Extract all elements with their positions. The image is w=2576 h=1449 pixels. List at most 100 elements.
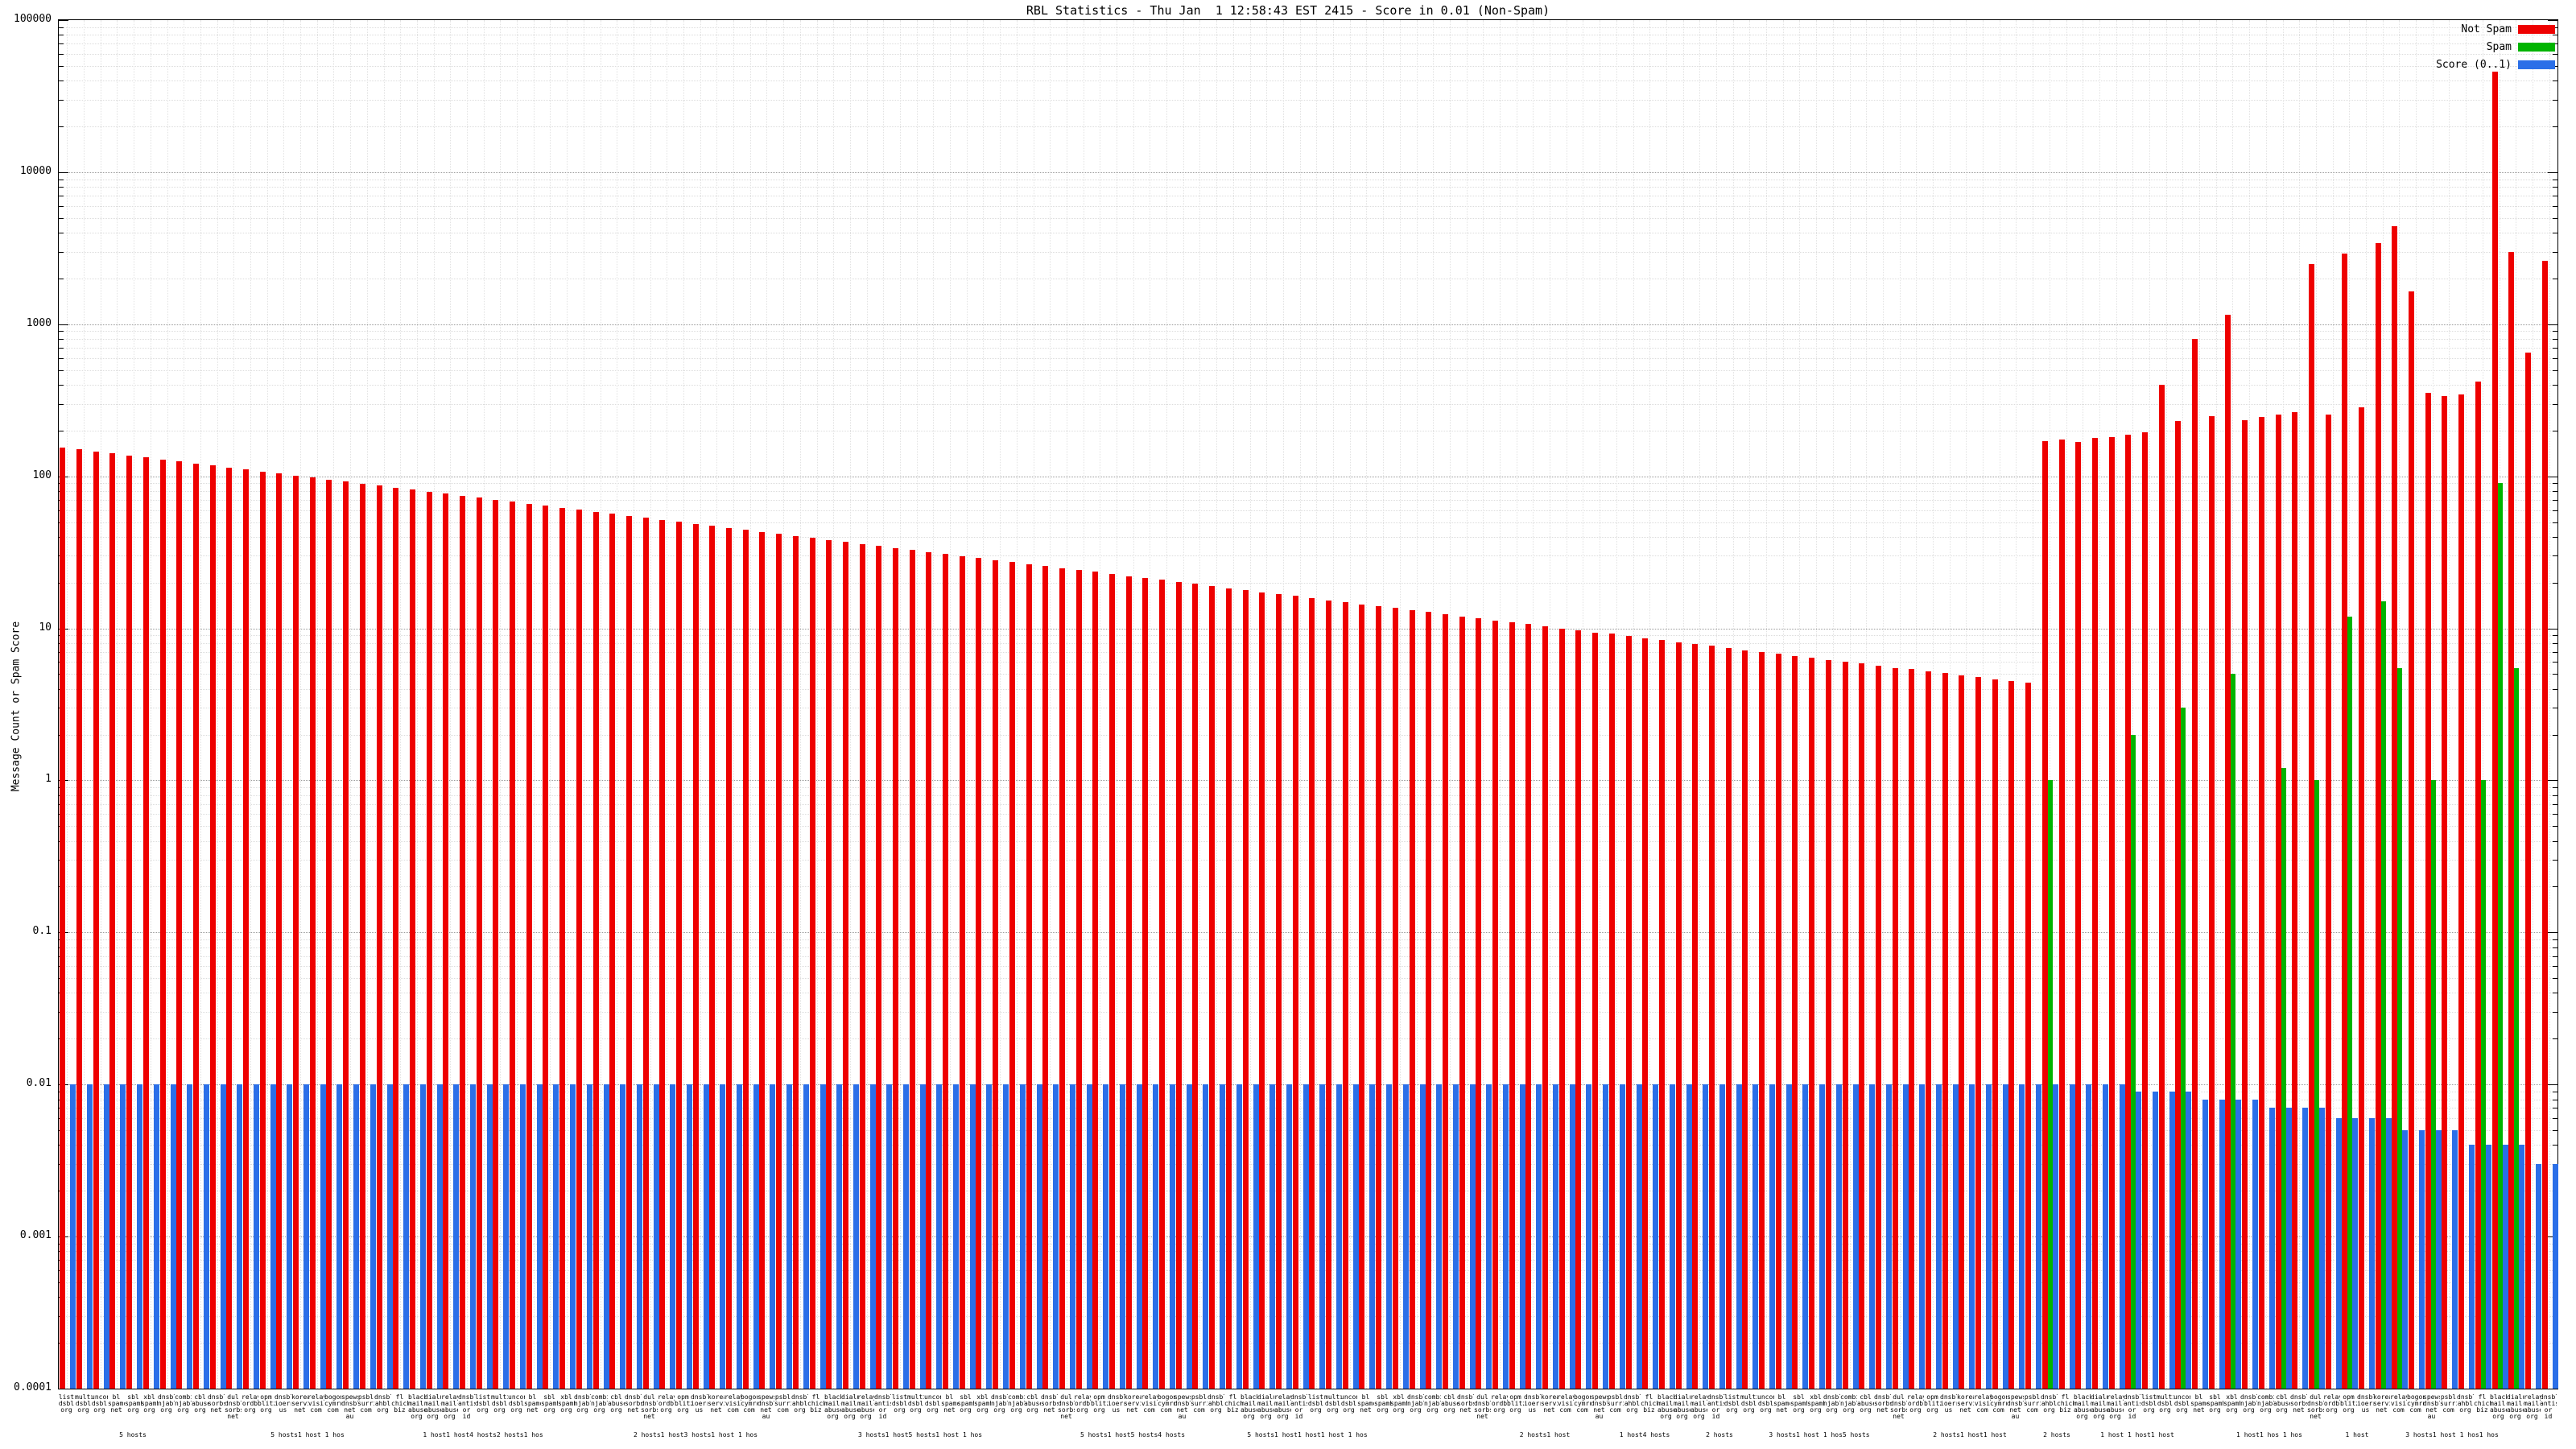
x-label-line: services [2373, 1400, 2390, 1407]
x-label-line: org [1843, 1406, 1855, 1414]
vertical-gridline [550, 20, 551, 1389]
x-label-line: dnsbl [791, 1394, 808, 1401]
x-label-line: mail-abuse [1657, 1400, 1674, 1414]
legend-item: Score (0..1) [2436, 56, 2555, 74]
right-minor-tick [2553, 43, 2557, 44]
bar-score [753, 1084, 759, 1389]
x-label-line: relays [658, 1394, 675, 1401]
x-label-line: org [576, 1406, 588, 1414]
right-minor-tick [2553, 956, 2557, 957]
vertical-gridline [1866, 20, 1867, 1389]
bar-not-spam [1525, 624, 1531, 1389]
x-label-line: org [2492, 1413, 2504, 1420]
x-label-line: dsbl [924, 1400, 941, 1407]
vertical-gridline [1699, 20, 1700, 1389]
bar-score [1819, 1084, 1825, 1389]
x-label-line: org [894, 1406, 906, 1414]
x-category-label: dnsblioerrorus [1940, 1394, 1957, 1428]
x-label-line: org [1343, 1406, 1355, 1414]
x-label-line: blackholes [408, 1394, 425, 1401]
bar-not-spam [1226, 588, 1232, 1389]
bar-not-spam [1492, 621, 1498, 1389]
bar-not-spam [2042, 441, 2048, 1389]
bar-not-spam [676, 522, 682, 1389]
x-category-label: dnsblsorbsnet [625, 1394, 642, 1428]
x-label-line: visi [308, 1400, 324, 1407]
x-label-line: net [210, 1406, 222, 1414]
x-label-line: blackholes [1657, 1394, 1674, 1401]
vertical-gridline [1916, 20, 1917, 1389]
minor-gridline [59, 652, 2557, 653]
x-label-line: relays [2323, 1394, 2340, 1401]
left-major-tick [59, 324, 68, 325]
bar-score [903, 1084, 909, 1389]
bar-score [1070, 1084, 1075, 1389]
x-category-label: cblabuseatorg [1024, 1394, 1041, 1428]
x-label-line: au [345, 1413, 354, 1420]
bar-score [2319, 1108, 2325, 1389]
bar-not-spam [1092, 572, 1098, 1389]
x-category-label: bogonscymrucom [2407, 1394, 2424, 1428]
bar-not-spam [926, 552, 931, 1389]
x-label-line: com [1576, 1406, 1588, 1414]
bar-score [836, 1084, 842, 1389]
x-label-line: spamhaus [141, 1400, 158, 1407]
x-label-line: multihop [1740, 1394, 1757, 1401]
x-label-line: dnsbl [2357, 1394, 2374, 1401]
x-category-label: opmblitzedorg [1091, 1394, 1108, 1428]
left-minor-tick [59, 54, 64, 55]
x-label-line: spews [2423, 1394, 2440, 1401]
x-category-label: relaysmail-abuseorg [857, 1394, 874, 1428]
right-minor-tick [2553, 218, 2557, 219]
vertical-gridline [400, 20, 401, 1389]
x-category-label: relaysmail-abuseorg [2524, 1394, 2541, 1428]
x-label-line: org [593, 1406, 605, 1414]
x-label-line: spamcop [2190, 1400, 2207, 1407]
bar-score [420, 1084, 426, 1389]
right-minor-tick [2553, 252, 2557, 253]
left-minor-tick [59, 370, 64, 371]
x-label-line: sorbs [225, 1406, 242, 1414]
x-category-label: list dsbl org [474, 1394, 491, 1428]
x-label-line: spamhaus [558, 1400, 575, 1407]
minor-gridline [59, 66, 2557, 67]
bar-not-spam [2342, 254, 2347, 1389]
bar-score [2469, 1145, 2475, 1389]
minor-gridline [59, 674, 2557, 675]
bar-not-spam [176, 461, 182, 1389]
x-category-label: dnsblsorbsnet [1874, 1394, 1891, 1428]
x-label-line: id [1294, 1413, 1303, 1420]
bar-score [1319, 1084, 1325, 1389]
x-label-line: psbl [2024, 1394, 2041, 1401]
x-label-line: com [2026, 1406, 2038, 1414]
x-label-line: org [993, 1406, 1005, 1414]
bar-score [570, 1084, 576, 1389]
x-category-label: relaysordborg [242, 1394, 258, 1428]
x-label-line: cbl [1026, 1394, 1038, 1401]
bar-not-spam [2059, 440, 2065, 1389]
vertical-gridline [900, 20, 901, 1389]
vertical-gridline [317, 20, 318, 1389]
x-label-line: com [1559, 1406, 1571, 1414]
x-label-line: org [1393, 1406, 1405, 1414]
x-label-line: org [827, 1413, 839, 1420]
x-label-line: org [93, 1406, 105, 1414]
x-category-label: dnsblnjablorg [2240, 1394, 2257, 1428]
left-minor-tick [59, 404, 64, 405]
x-label-line: blitzed [2340, 1400, 2357, 1407]
vertical-gridline [1233, 20, 1234, 1389]
vertical-gridline [2449, 20, 2450, 1389]
bar-not-spam [1026, 564, 1032, 1389]
bar-not-spam [1192, 584, 1198, 1389]
x-label-line: njabl [1840, 1400, 1857, 1407]
bar-score [336, 1084, 342, 1389]
bar-not-spam [726, 528, 732, 1389]
x-category-label: multihopdsblorg [1324, 1394, 1341, 1428]
x-category-label: bogonscymrucom [1574, 1394, 1591, 1428]
bar-not-spam [477, 497, 482, 1389]
bar-score [1536, 1084, 1542, 1389]
x-label-line: org [1443, 1406, 1455, 1414]
x-label-line: net [2193, 1406, 2205, 1414]
x-category-label: dnsblnjablorg [158, 1394, 175, 1428]
